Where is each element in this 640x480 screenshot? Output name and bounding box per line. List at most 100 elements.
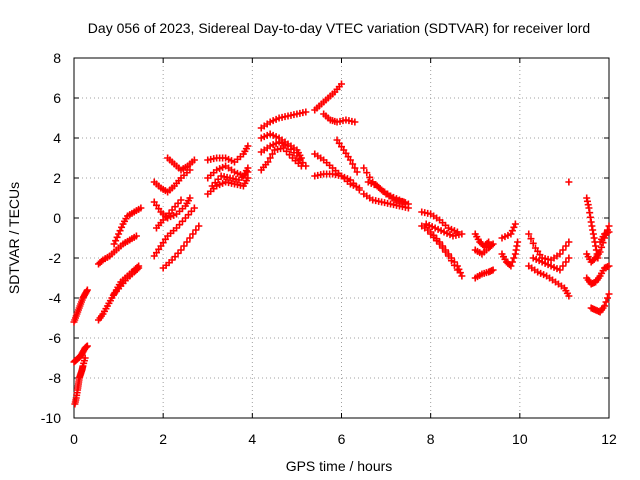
data-point <box>510 254 518 262</box>
data-point <box>297 162 305 170</box>
series-s46 <box>583 222 613 266</box>
data-point <box>338 80 345 88</box>
data-point <box>439 244 447 252</box>
series-s4 <box>95 232 140 268</box>
y-tick-label: -4 <box>49 290 62 306</box>
y-tick-label: -6 <box>49 330 62 346</box>
data-point <box>556 266 564 274</box>
data-point <box>508 258 516 266</box>
grid-lines <box>74 58 609 418</box>
data-point <box>351 118 359 126</box>
data-point <box>447 257 455 265</box>
x-tick-label: 8 <box>427 431 435 447</box>
data-point <box>458 230 466 238</box>
y-tick-label: 8 <box>53 50 61 66</box>
data-point <box>349 160 357 168</box>
data-point <box>562 242 570 250</box>
data-point <box>83 342 91 350</box>
x-tick-label: 10 <box>512 431 528 447</box>
series-s47 <box>596 228 613 246</box>
data-point <box>565 254 573 262</box>
data-point <box>450 261 458 269</box>
data-point <box>113 233 121 241</box>
axis-ticks: 0 2 4 6 8 10 12 -10 -8 -6 -4 -2 0 2 4 6 8 <box>41 50 617 447</box>
series-s29 <box>364 178 408 206</box>
data-point <box>527 235 535 243</box>
series-s28 <box>360 190 412 212</box>
data-point <box>135 264 143 272</box>
data-points <box>70 80 613 408</box>
data-point <box>556 250 564 258</box>
data-point <box>302 108 310 116</box>
data-point <box>83 286 91 294</box>
data-point <box>514 238 522 246</box>
series-s10 <box>150 204 198 260</box>
series-s26 <box>333 136 361 176</box>
data-point <box>404 204 412 212</box>
data-point <box>559 262 567 270</box>
y-tick-label: -8 <box>49 370 62 386</box>
x-tick-label: 6 <box>338 431 346 447</box>
data-point <box>565 292 573 300</box>
x-tick-label: 0 <box>70 431 78 447</box>
data-point <box>195 222 203 230</box>
data-point <box>445 252 452 260</box>
data-point <box>192 226 200 234</box>
data-point <box>604 294 612 302</box>
data-point <box>351 164 359 172</box>
y-tick-label: 2 <box>53 170 61 186</box>
data-point <box>507 230 515 238</box>
series-s35 <box>471 240 497 258</box>
chart-title: Day 056 of 2023, Sidereal Day-to-day VTE… <box>88 20 590 36</box>
data-point <box>244 168 252 176</box>
data-point <box>605 228 613 236</box>
series-s6 <box>110 204 145 248</box>
data-point <box>489 266 497 274</box>
series-s37 <box>498 238 522 270</box>
series-s30 <box>418 208 461 236</box>
data-point <box>453 266 461 274</box>
x-tick-label: 4 <box>248 431 256 447</box>
series-s12 <box>159 222 203 272</box>
data-point <box>355 186 363 194</box>
data-point <box>565 238 573 246</box>
x-axis-label: GPS time / hours <box>286 458 393 474</box>
series-s1 <box>70 286 91 326</box>
data-point <box>598 243 606 251</box>
data-point <box>180 242 188 250</box>
series-s16 <box>204 174 252 198</box>
data-point <box>400 198 408 206</box>
data-point <box>118 223 126 231</box>
data-point <box>116 227 124 235</box>
data-point <box>508 227 516 235</box>
data-point <box>81 354 89 362</box>
series-s43 <box>583 194 602 262</box>
series-s41 <box>529 254 573 274</box>
data-point <box>366 173 374 181</box>
series-s40 <box>525 262 573 300</box>
data-point <box>605 222 613 230</box>
series-s3 <box>71 354 89 408</box>
data-point <box>132 232 140 240</box>
data-point <box>137 204 145 212</box>
data-point <box>489 240 497 248</box>
series-s38 <box>498 220 519 242</box>
data-point <box>605 262 613 270</box>
series-s13 <box>164 154 198 174</box>
data-point <box>525 230 533 238</box>
data-point <box>605 290 613 298</box>
x-tick-label: 2 <box>159 431 167 447</box>
data-point <box>189 230 197 238</box>
series-s11 <box>152 196 185 232</box>
data-point <box>110 240 118 248</box>
y-tick-label: 4 <box>53 130 61 146</box>
data-point <box>601 302 609 310</box>
series-s23 <box>320 110 359 126</box>
data-point <box>353 168 361 176</box>
data-point <box>133 265 141 273</box>
data-point <box>297 154 305 162</box>
data-point <box>115 230 123 238</box>
data-point <box>596 248 604 256</box>
series-s8 <box>150 166 194 196</box>
data-point <box>186 194 194 202</box>
